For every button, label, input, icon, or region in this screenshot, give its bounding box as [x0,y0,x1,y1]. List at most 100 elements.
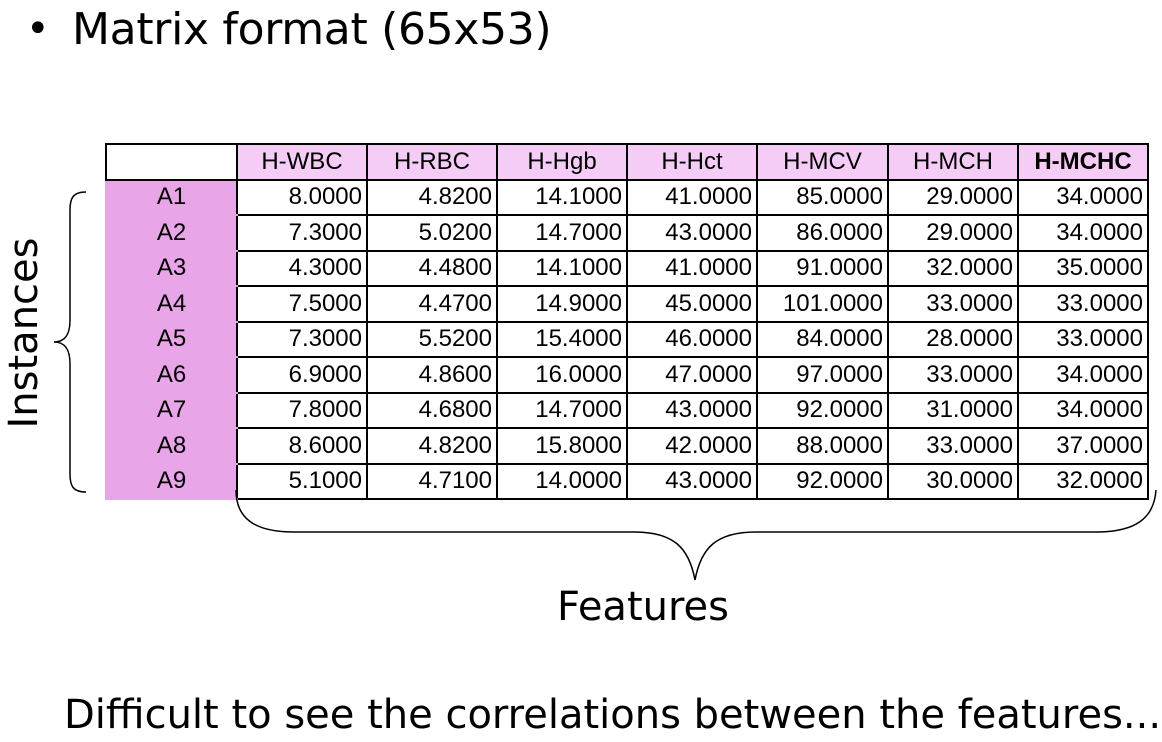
slide-title-text: Matrix format (65x53) [72,3,552,55]
value-cell: 7.5000 [236,285,368,323]
value-cell: 33.0000 [887,427,1019,465]
value-cell: 47.0000 [626,356,758,394]
instances-label-text: Instances [1,237,47,429]
value-cell: 7.3000 [236,214,368,252]
value-cell: 85.0000 [756,178,889,216]
table-corner-cell [105,143,238,181]
table-row: A5 7.3000 5.5200 15.4000 46.0000 84.0000 28.00… [105,320,1149,358]
column-header: H-MCV [756,143,889,181]
table-row: A6 6.9000 4.8600 16.0000 47.0000 97.0000 33.00… [105,356,1149,394]
value-cell: 14.1000 [496,178,628,216]
value-cell: 33.0000 [887,285,1019,323]
column-header: H-WBC [236,143,368,181]
table-row: A7 7.8000 4.6800 14.7000 43.0000 92.0000 31.00… [105,391,1149,429]
value-cell: 5.5200 [366,320,498,358]
value-cell: 45.0000 [626,285,758,323]
features-axis-label: Features [557,584,729,630]
features-brace-icon [235,489,1157,581]
value-cell: 4.6800 [366,391,498,429]
row-label-cell: A5 [105,320,238,358]
value-cell: 16.0000 [496,356,628,394]
value-cell: 43.0000 [626,214,758,252]
value-cell: 92.0000 [756,391,889,429]
value-cell: 84.0000 [756,320,889,358]
value-cell: 42.0000 [626,427,758,465]
table-row: A4 7.5000 4.4700 14.9000 45.0000 101.0000 33.0… [105,285,1149,323]
value-cell: 32.0000 [1017,462,1149,500]
value-cell: 43.0000 [626,391,758,429]
value-cell: 34.0000 [1017,391,1149,429]
value-cell: 15.4000 [496,320,628,358]
table-row: A1 8.0000 4.8200 14.1000 41.0000 85.0000 29.00… [105,178,1149,216]
table-row: A9 5.1000 4.7100 14.0000 43.0000 92.0000 30.00… [105,462,1149,500]
slide-title: • Matrix format (65x53) [26,2,552,56]
table-row: A2 7.3000 5.0200 14.7000 43.0000 86.0000 29.00… [105,214,1149,252]
value-cell: 34.0000 [1017,214,1149,252]
row-label-cell: A6 [105,356,238,394]
value-cell: 101.0000 [756,285,889,323]
column-header: H-Hgb [496,143,628,181]
value-cell: 35.0000 [1017,249,1149,287]
column-header: H-MCH [887,143,1019,181]
value-cell: 41.0000 [626,178,758,216]
data-matrix-table: H-WBC H-RBC H-Hgb H-Hct H-MCV H-MCH H-MC… [105,143,1149,500]
value-cell: 29.0000 [887,178,1019,216]
value-cell: 28.0000 [887,320,1019,358]
value-cell: 7.3000 [236,320,368,358]
value-cell: 32.0000 [887,249,1019,287]
value-cell: 43.0000 [626,462,758,500]
value-cell: 4.4700 [366,285,498,323]
value-cell: 33.0000 [1017,320,1149,358]
value-cell: 33.0000 [1017,285,1149,323]
value-cell: 8.0000 [236,178,368,216]
value-cell: 4.4800 [366,249,498,287]
row-label-cell: A4 [105,285,238,323]
value-cell: 34.0000 [1017,178,1149,216]
value-cell: 4.8200 [366,427,498,465]
value-cell: 46.0000 [626,320,758,358]
value-cell: 14.9000 [496,285,628,323]
footer-note: Difficult to see the correlations betwee… [64,692,1162,738]
table-body: A1 8.0000 4.8200 14.1000 41.0000 85.0000 29.00… [105,178,1149,500]
value-cell: 14.0000 [496,462,628,500]
value-cell: 41.0000 [626,249,758,287]
row-label-cell: A9 [105,462,238,500]
value-cell: 5.1000 [236,462,368,500]
column-header: H-Hct [626,143,758,181]
row-label-cell: A8 [105,427,238,465]
value-cell: 8.6000 [236,427,368,465]
row-label-cell: A3 [105,249,238,287]
value-cell: 37.0000 [1017,427,1149,465]
column-header: H-MCHC [1017,143,1149,181]
value-cell: 4.7100 [366,462,498,500]
value-cell: 15.8000 [496,427,628,465]
value-cell: 6.9000 [236,356,368,394]
value-cell: 5.0200 [366,214,498,252]
value-cell: 7.8000 [236,391,368,429]
row-label-cell: A7 [105,391,238,429]
value-cell: 88.0000 [756,427,889,465]
value-cell: 4.3000 [236,249,368,287]
row-label-cell: A2 [105,214,238,252]
table-row: A8 8.6000 4.8200 15.8000 42.0000 88.0000 33.00… [105,427,1149,465]
value-cell: 86.0000 [756,214,889,252]
value-cell: 29.0000 [887,214,1019,252]
instances-brace-icon [53,191,87,493]
value-cell: 14.7000 [496,214,628,252]
column-header: H-RBC [366,143,498,181]
table-header-row: H-WBC H-RBC H-Hgb H-Hct H-MCV H-MCH H-MC… [105,143,1149,181]
row-label-cell: A1 [105,178,238,216]
value-cell: 4.8200 [366,178,498,216]
value-cell: 92.0000 [756,462,889,500]
value-cell: 34.0000 [1017,356,1149,394]
value-cell: 14.1000 [496,249,628,287]
value-cell: 31.0000 [887,391,1019,429]
value-cell: 30.0000 [887,462,1019,500]
value-cell: 14.7000 [496,391,628,429]
value-cell: 91.0000 [756,249,889,287]
bullet-point-icon: • [26,6,50,52]
instances-axis-label: Instances [1,238,47,429]
value-cell: 33.0000 [887,356,1019,394]
value-cell: 97.0000 [756,356,889,394]
table-row: A3 4.3000 4.4800 14.1000 41.0000 91.0000 32.00… [105,249,1149,287]
